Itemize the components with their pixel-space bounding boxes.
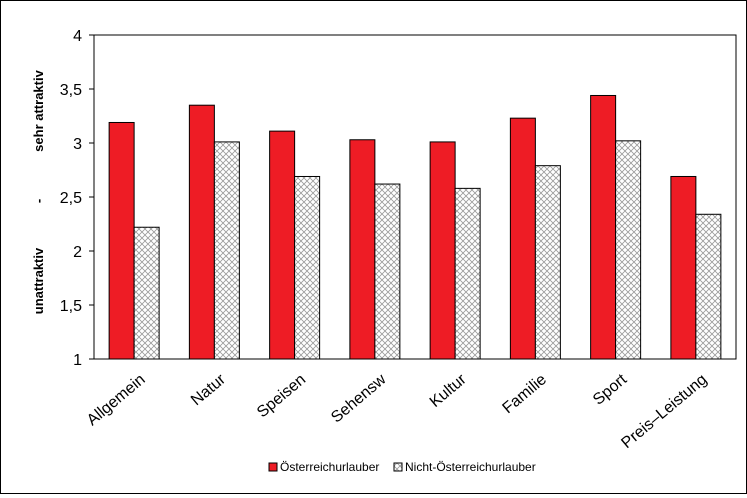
x-category-label: Familie — [500, 371, 551, 417]
bar-oesterreich-7 — [670, 175, 697, 360]
bar-oesterreich-0 — [108, 121, 135, 360]
bar-nicht-oesterreich-1 — [213, 141, 240, 360]
bar-nicht-oesterreich-7 — [695, 213, 722, 360]
legend: Österreichurlauber Nicht-Österreichurlaub… — [268, 460, 536, 474]
y-axis-title: unattraktiv - sehr attraktiv — [31, 69, 46, 314]
bar-nicht-oesterreich-0 — [133, 226, 160, 360]
y-tick-label: 3,5 — [60, 82, 82, 99]
y-tick-label: 1 — [73, 352, 82, 369]
y-axis: 1 1,5 2 2,5 3 3,5 4 — [60, 28, 737, 369]
legend-label: Nicht-Österreichurlauber — [405, 460, 536, 474]
y-axis-title-part: sehr attraktiv — [31, 69, 46, 151]
x-category-label: Allgemein — [84, 371, 149, 429]
legend-swatch — [268, 462, 278, 472]
legend-swatch — [393, 462, 403, 472]
bar-nicht-oesterreich-3 — [374, 183, 401, 360]
x-category-label: Speisen — [254, 371, 309, 421]
bar-oesterreich-1 — [188, 104, 215, 360]
x-category-label: Preis–Leistung — [618, 371, 710, 452]
bar-nicht-oesterreich-2 — [294, 175, 321, 360]
bar-oesterreich-2 — [269, 130, 296, 360]
bar-nicht-oesterreich-4 — [454, 187, 481, 360]
y-tick-label: 2,5 — [60, 190, 82, 207]
y-tick-label: 4 — [73, 28, 82, 45]
x-category-label: Natur — [188, 371, 229, 410]
x-axis: Allgemein Natur Speisen Sehensw Kultur Famili… — [84, 371, 711, 452]
y-tick-label: 3 — [73, 136, 82, 153]
y-axis-title-part: - — [31, 199, 46, 203]
y-axis-title-part: unattraktiv — [31, 247, 46, 314]
bar-oesterreich-6 — [590, 94, 617, 360]
y-tick-label: 1,5 — [60, 298, 82, 315]
y-tick-label: 2 — [73, 244, 82, 261]
x-category-label: Sport — [590, 371, 631, 409]
bar-nicht-oesterreich-6 — [615, 140, 642, 360]
bar-oesterreich-5 — [509, 117, 536, 360]
bars — [108, 94, 722, 360]
x-category-label: Kultur — [427, 371, 470, 411]
x-category-label: Sehensw — [328, 371, 390, 427]
bar-oesterreich-4 — [429, 141, 456, 360]
bar-oesterreich-3 — [349, 139, 376, 360]
bar-nicht-oesterreich-5 — [534, 165, 561, 360]
legend-label: Österreichurlauber — [280, 460, 379, 474]
